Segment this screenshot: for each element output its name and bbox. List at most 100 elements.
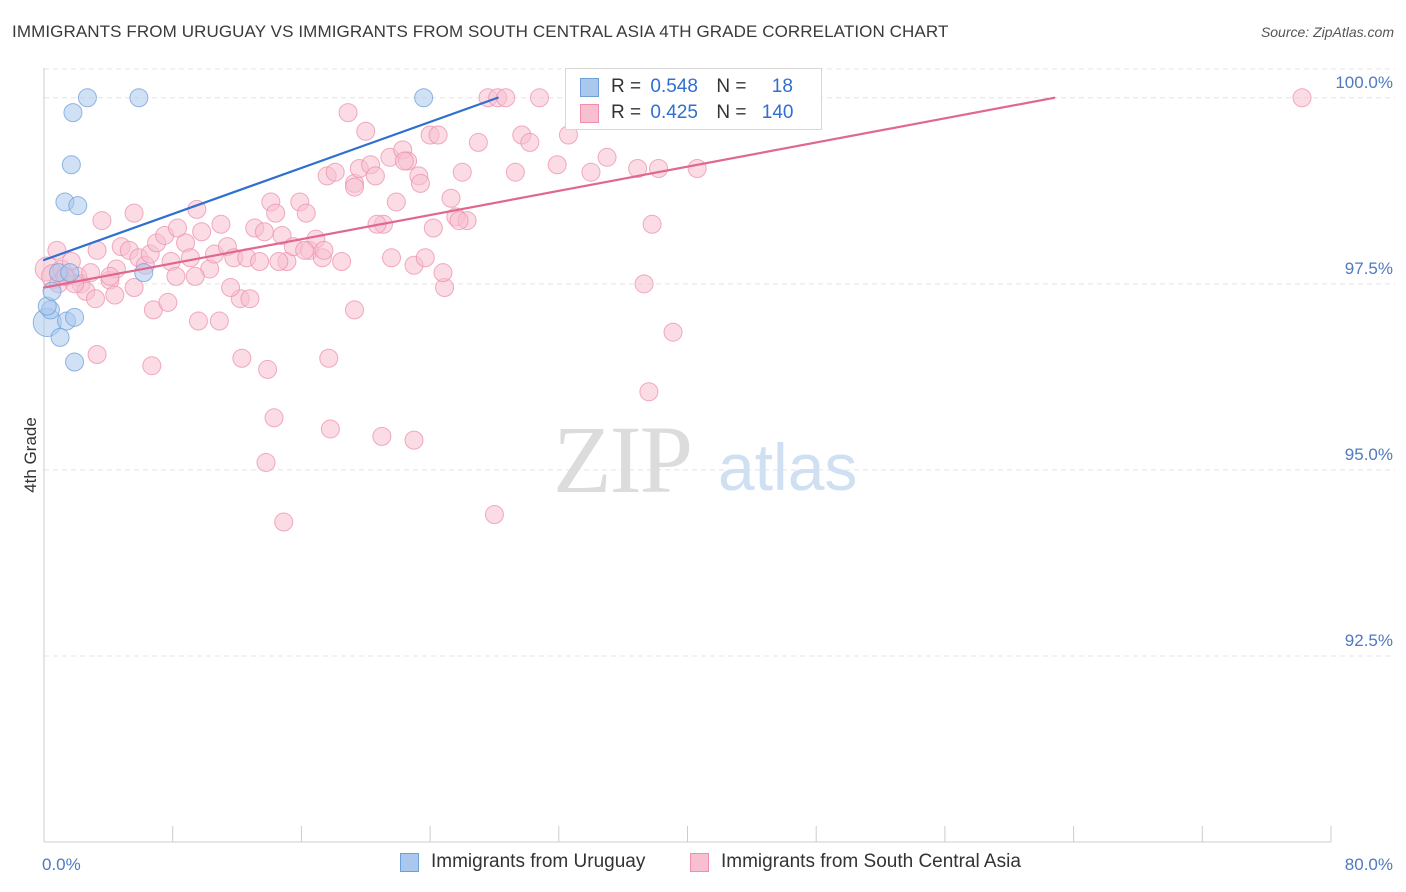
- point-south-central-asia: [687, 158, 707, 178]
- point-south-central-asia: [332, 252, 352, 271]
- point-south-central-asia: [338, 103, 358, 123]
- point-south-central-asia: [240, 289, 260, 309]
- legend-swatch-south-central-asia: [580, 103, 599, 123]
- point-south-central-asia: [142, 356, 162, 376]
- legend-n-label: N =: [716, 76, 752, 97]
- point-south-central-asia: [1292, 88, 1312, 108]
- point-uruguay: [65, 352, 85, 372]
- point-south-central-asia: [484, 505, 504, 525]
- point-south-central-asia: [496, 88, 516, 108]
- series-legend-south-central-asia: Immigrants from South Central Asia: [690, 851, 1021, 873]
- point-south-central-asia: [258, 359, 278, 379]
- legend-r-label: R =: [611, 102, 647, 123]
- point-south-central-asia: [232, 348, 252, 368]
- point-south-central-asia: [254, 222, 274, 242]
- point-south-central-asia: [356, 121, 376, 141]
- point-south-central-asia: [105, 285, 125, 305]
- series-legend-uruguay: Immigrants from Uruguay: [400, 851, 645, 873]
- point-south-central-asia: [649, 158, 669, 178]
- point-south-central-asia: [428, 125, 448, 145]
- trend-line-uruguay: [42, 96, 499, 262]
- point-south-central-asia: [547, 155, 567, 175]
- point-south-central-asia: [269, 252, 289, 271]
- legend-row-uruguay: R = 0.548 N = 18: [580, 75, 793, 99]
- point-uruguay: [134, 263, 154, 283]
- legend-n-value: 140: [761, 102, 794, 123]
- point-south-central-asia: [634, 274, 654, 294]
- y-tick-label: 100.0%: [1335, 73, 1393, 92]
- point-uruguay: [65, 307, 85, 327]
- series-legend-swatch-south-central-asia: [690, 852, 709, 872]
- stats-legend: R = 0.548 N = 18 R = 0.425 N = 140: [565, 68, 822, 130]
- point-south-central-asia: [344, 300, 364, 320]
- series-legend-label-south-central-asia: Immigrants from South Central Asia: [721, 851, 1021, 872]
- watermark-atlas: atlas: [718, 430, 857, 504]
- point-south-central-asia: [325, 162, 345, 182]
- point-south-central-asia: [642, 214, 662, 234]
- point-south-central-asia: [320, 419, 340, 439]
- point-south-central-asia: [264, 408, 284, 428]
- y-tick-label: 95.0%: [1345, 445, 1393, 464]
- point-south-central-asia: [365, 166, 385, 186]
- point-south-central-asia: [192, 222, 212, 242]
- point-south-central-asia: [344, 177, 364, 197]
- trend-layer: [42, 96, 1056, 289]
- point-south-central-asia: [386, 192, 406, 212]
- legend-swatch-uruguay: [580, 77, 599, 97]
- point-south-central-asia: [415, 248, 435, 268]
- series-legend-label-uruguay: Immigrants from Uruguay: [431, 851, 646, 872]
- point-south-central-asia: [529, 88, 549, 108]
- point-south-central-asia: [394, 151, 414, 171]
- legend-r-value: 0.425: [650, 102, 698, 123]
- series-legend-swatch-uruguay: [400, 852, 419, 872]
- point-south-central-asia: [124, 203, 144, 223]
- point-south-central-asia: [168, 218, 188, 238]
- point-south-central-asia: [87, 345, 107, 365]
- point-south-central-asia: [124, 278, 144, 298]
- point-uruguay: [61, 155, 81, 175]
- point-south-central-asia: [410, 173, 430, 193]
- point-south-central-asia: [166, 266, 186, 286]
- point-south-central-asia: [188, 311, 208, 331]
- legend-n-value: 18: [771, 76, 793, 97]
- point-south-central-asia: [221, 278, 241, 298]
- legend-row-south-central-asia: R = 0.425 N = 140: [580, 101, 793, 125]
- point-south-central-asia: [158, 292, 178, 312]
- x-tick-label: 80.0%: [1345, 855, 1393, 874]
- point-south-central-asia: [381, 248, 401, 268]
- watermark-zip: ZIP: [553, 406, 691, 513]
- point-uruguay: [63, 103, 83, 123]
- watermark: ZIP atlas: [553, 406, 857, 513]
- trend-line-south-central-asia: [42, 96, 1056, 289]
- legend-n-label: N =: [716, 102, 752, 123]
- point-south-central-asia: [92, 211, 112, 231]
- point-south-central-asia: [209, 311, 229, 331]
- point-south-central-asia: [372, 426, 392, 446]
- point-south-central-asia: [639, 382, 659, 402]
- point-uruguay: [68, 196, 88, 216]
- chart-source: Source: ZipAtlas.com: [1260, 24, 1394, 40]
- y-tick-label: 92.5%: [1345, 631, 1393, 650]
- point-uruguay: [50, 327, 70, 347]
- point-south-central-asia: [505, 162, 525, 182]
- axis-layer: 92.5% 95.0% 97.5% 100.0% 0.0% 80.0%: [42, 68, 1393, 874]
- point-uruguay: [60, 263, 80, 283]
- point-south-central-asia: [85, 289, 105, 309]
- point-south-central-asia: [433, 263, 453, 283]
- point-south-central-asia: [423, 218, 443, 238]
- point-south-central-asia: [449, 211, 469, 231]
- x-tick-label: 0.0%: [42, 855, 81, 874]
- point-south-central-asia: [274, 512, 294, 532]
- y-tick-label: 97.5%: [1345, 259, 1393, 278]
- point-south-central-asia: [520, 132, 540, 152]
- y-axis-title: 4th Grade: [21, 417, 40, 493]
- point-south-central-asia: [597, 147, 617, 167]
- series-legend: Immigrants from Uruguay Immigrants from …: [0, 851, 1406, 877]
- point-south-central-asia: [468, 132, 488, 152]
- legend-r-label: R =: [611, 76, 647, 97]
- point-south-central-asia: [319, 348, 339, 368]
- point-south-central-asia: [663, 322, 683, 342]
- point-south-central-asia: [441, 188, 461, 208]
- point-south-central-asia: [628, 158, 648, 178]
